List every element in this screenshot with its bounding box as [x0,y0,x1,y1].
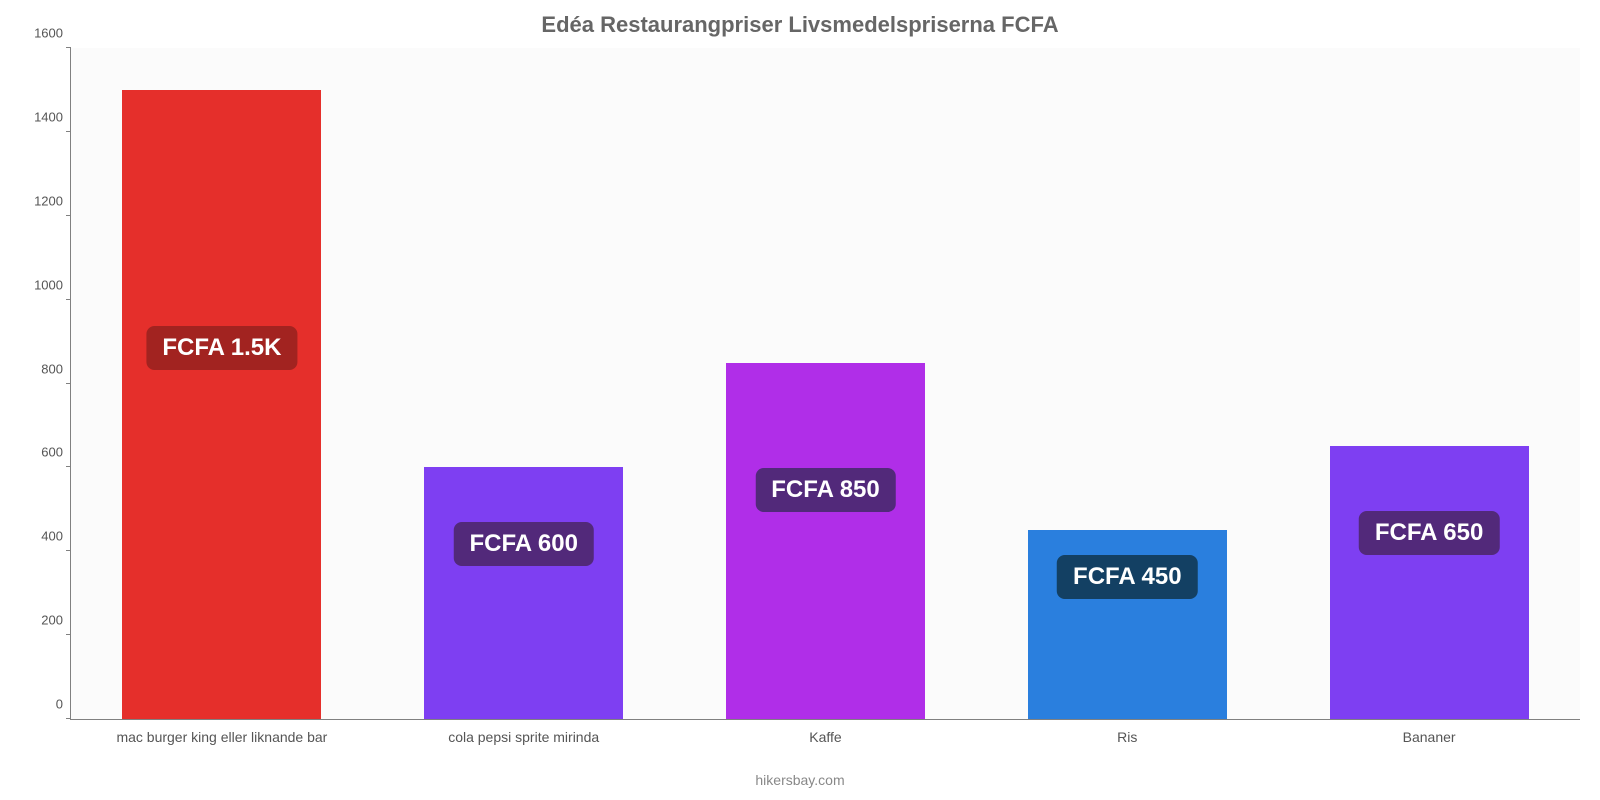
chart-footer: hikersbay.com [0,772,1600,788]
y-tick-mark [66,466,71,467]
y-tick-mark [66,634,71,635]
x-category-label: mac burger king eller liknande bar [116,719,327,745]
y-tick-label: 1400 [34,109,71,124]
y-tick-mark [66,550,71,551]
y-tick-label: 0 [56,697,71,712]
y-tick-mark [66,299,71,300]
y-tick-mark [66,47,71,48]
x-category-label: Bananer [1403,719,1456,745]
y-tick-label: 1200 [34,193,71,208]
x-category-label: cola pepsi sprite mirinda [448,719,599,745]
plot-area: 02004006008001000120014001600FCFA 1.5Kma… [70,48,1580,720]
y-tick-label: 800 [41,361,71,376]
y-tick-label: 1000 [34,277,71,292]
y-tick-mark [66,718,71,719]
bar-value-label: FCFA 650 [1359,511,1499,555]
y-tick-label: 600 [41,445,71,460]
bar-value-label: FCFA 600 [453,522,593,566]
y-tick-label: 1600 [34,26,71,41]
chart-container: Edéa Restaurangpriser Livsmedelspriserna… [0,0,1600,800]
bar-value-label: FCFA 450 [1057,555,1197,599]
y-tick-mark [66,131,71,132]
chart-title: Edéa Restaurangpriser Livsmedelspriserna… [0,0,1600,38]
bar [122,90,321,719]
bar-value-label: FCFA 1.5K [146,326,297,370]
bar [1330,446,1529,719]
y-tick-mark [66,215,71,216]
x-category-label: Kaffe [809,719,841,745]
bar [726,363,925,719]
y-tick-label: 400 [41,529,71,544]
x-category-label: Ris [1117,719,1137,745]
y-tick-label: 200 [41,613,71,628]
bar-value-label: FCFA 850 [755,468,895,512]
bar [424,467,623,719]
y-tick-mark [66,383,71,384]
